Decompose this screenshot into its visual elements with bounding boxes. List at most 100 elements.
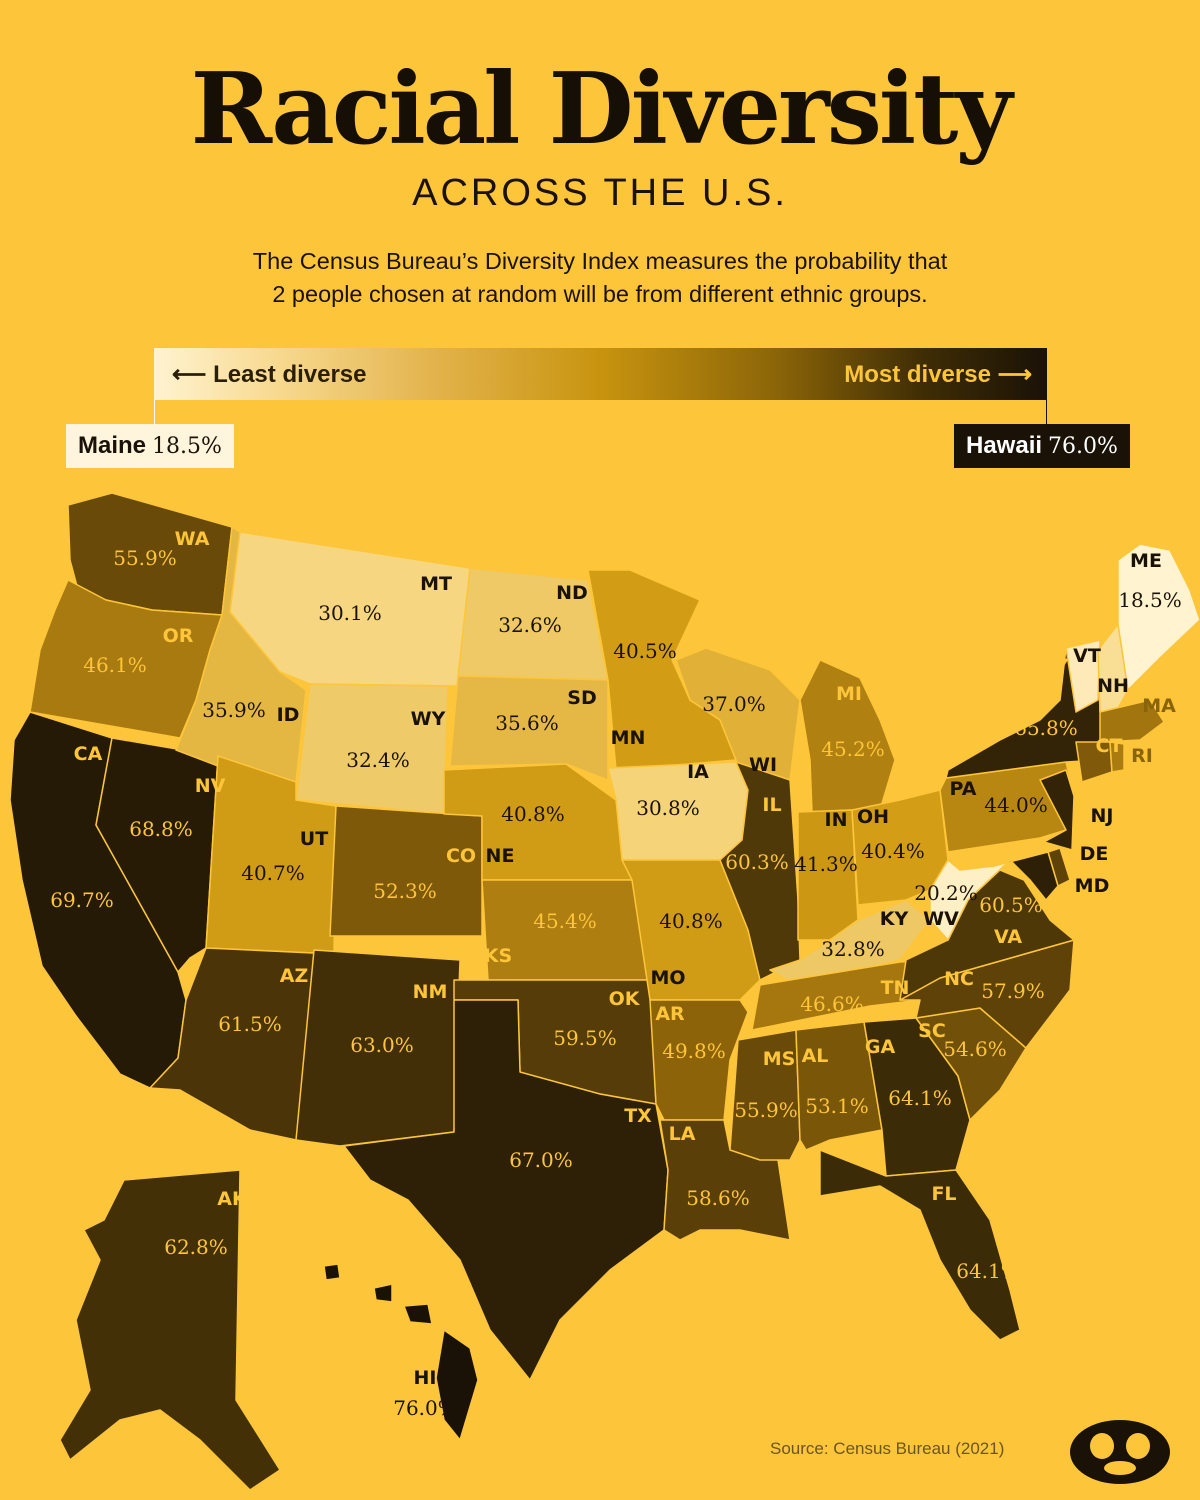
state-label-ma: MA	[1142, 695, 1176, 717]
state-label-ms: MS	[763, 1048, 796, 1070]
state-label-in: IN	[825, 809, 848, 831]
state-label-ar: AR	[655, 1003, 685, 1025]
state-me	[1117, 543, 1200, 691]
arrow-right-icon: ⟶	[997, 361, 1032, 388]
state-value-il: 60.3%	[725, 850, 789, 874]
state-value-wv: 20.2%	[914, 881, 978, 905]
state-mi	[799, 659, 896, 813]
state-value-nm: 63.0%	[350, 1033, 414, 1057]
state-value-wi: 37.0%	[702, 692, 766, 716]
state-value-in: 41.3%	[794, 852, 858, 876]
state-label-az: AZ	[280, 965, 308, 987]
state-value-al: 53.1%	[805, 1094, 869, 1118]
state-label-nj: NJ	[1091, 805, 1114, 827]
state-label-ga: GA	[865, 1036, 896, 1058]
state-value-ok: 59.5%	[553, 1026, 617, 1050]
state-label-hi: HI	[414, 1367, 437, 1389]
legend-min-state: Maine	[78, 432, 147, 459]
state-value-sc: 54.6%	[943, 1037, 1007, 1061]
state-value-ne: 40.8%	[501, 802, 565, 826]
state-value-fl: 64.1%	[956, 1259, 1020, 1283]
state-value-wy: 32.4%	[346, 748, 410, 772]
state-fl	[819, 1149, 1021, 1341]
state-label-mo: MO	[650, 967, 685, 989]
state-value-nc: 57.9%	[981, 979, 1045, 1003]
state-label-ut: UT	[300, 828, 328, 850]
state-value-ut: 40.7%	[241, 861, 305, 885]
state-label-nc: NC	[944, 968, 974, 990]
state-value-id: 35.9%	[202, 698, 266, 722]
state-label-la: LA	[669, 1123, 696, 1145]
legend-least-label: ⟵ Least diverse	[172, 360, 367, 389]
state-label-il: IL	[762, 794, 781, 816]
state-value-pa: 44.0%	[984, 793, 1048, 817]
state-label-ne: NE	[486, 845, 515, 867]
state-value-ia: 30.8%	[636, 796, 700, 820]
state-labels: WA55.9%OR46.1%CA69.7%NV68.8%ID35.9%MT30.…	[50, 528, 1182, 1420]
state-label-ia: IA	[687, 761, 709, 783]
legend-max-tick	[1046, 400, 1047, 424]
state-value-mo: 40.8%	[659, 909, 723, 933]
state-label-tx: TX	[624, 1105, 652, 1127]
state-label-wi: WI	[749, 754, 777, 776]
state-ri	[1109, 741, 1125, 773]
page-title: Racial Diversity	[190, 52, 1013, 167]
state-value-co: 52.3%	[373, 879, 437, 903]
state-label-nm: NM	[413, 981, 448, 1003]
state-value-va: 60.5%	[979, 893, 1043, 917]
state-label-co: CO	[446, 845, 476, 867]
state-label-nv: NV	[195, 775, 226, 797]
state-label-wa: WA	[175, 528, 210, 550]
state-label-mt: MT	[420, 573, 452, 595]
state-label-sc: SC	[918, 1020, 946, 1042]
state-value-tx: 67.0%	[509, 1148, 573, 1172]
state-il	[719, 761, 801, 981]
arrow-left-icon: ⟵	[172, 361, 207, 388]
state-value-or: 46.1%	[83, 653, 147, 677]
state-label-ri: RI	[1131, 745, 1153, 767]
state-label-ny: NY	[1039, 655, 1069, 677]
state-label-id: ID	[277, 704, 300, 726]
page-subtitle: ACROSS THE U.S.	[412, 172, 788, 214]
state-label-nh: NH	[1097, 675, 1129, 697]
state-co	[329, 805, 483, 937]
legend-max-value: 76.0%	[1048, 433, 1118, 459]
state-value-ks: 45.4%	[533, 909, 597, 933]
state-label-sd: SD	[567, 687, 596, 709]
state-label-md: MD	[1075, 875, 1110, 897]
state-value-nv: 68.8%	[129, 817, 193, 841]
state-value-wa: 55.9%	[113, 546, 177, 570]
state-hi	[323, 1263, 479, 1441]
state-value-ms: 55.9%	[734, 1098, 798, 1122]
state-label-pa: PA	[950, 778, 977, 800]
logo-icon	[1070, 1420, 1170, 1484]
state-value-ky: 32.8%	[821, 937, 885, 961]
state-label-or: OR	[163, 625, 194, 647]
legend-max-state: Hawaii	[966, 432, 1043, 459]
state-label-ct: CT	[1096, 735, 1123, 757]
legend-gradient-bar	[154, 348, 1047, 400]
legend-min-badge: Maine 18.5%	[66, 424, 234, 468]
state-value-ga: 64.1%	[888, 1086, 952, 1110]
state-label-ky: KY	[880, 908, 909, 930]
legend-max-badge: Hawaii 76.0%	[954, 424, 1130, 468]
state-md	[993, 851, 1059, 901]
legend-min-value: 18.5%	[152, 433, 222, 459]
state-value-ca: 69.7%	[50, 888, 114, 912]
description: The Census Bureau’s Diversity Index meas…	[0, 245, 1200, 311]
state-label-vt: VT	[1073, 645, 1101, 667]
state-vt	[1065, 639, 1101, 713]
state-value-mn: 40.5%	[613, 639, 677, 663]
state-tx	[343, 999, 669, 1381]
description-line-2: 2 people chosen at random will be from d…	[272, 281, 928, 307]
state-sd	[449, 675, 609, 781]
state-value-ar: 49.8%	[662, 1039, 726, 1063]
legend-most-label: Most diverse ⟶	[844, 360, 1032, 389]
state-ak	[59, 1169, 281, 1491]
state-nj	[1039, 769, 1075, 851]
legend-most-text: Most diverse	[844, 361, 991, 388]
legend-min-tick	[154, 400, 155, 424]
state-ma	[1099, 699, 1165, 743]
state-label-de: DE	[1080, 843, 1109, 865]
